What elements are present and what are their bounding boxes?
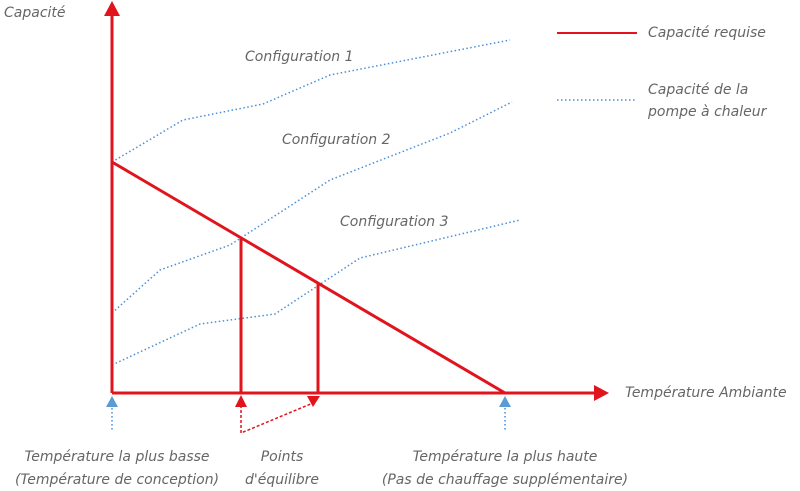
balance-pointer — [240, 402, 314, 435]
curve-3 — [111, 219, 521, 366]
marker-label: d'équilibre — [245, 472, 319, 488]
x-axis-label: Température Ambiante — [625, 385, 787, 401]
marker-label: Température la plus basse — [24, 449, 209, 465]
marker-down — [307, 396, 320, 407]
curve-label: Configuration 1 — [245, 49, 354, 65]
marker-label: Points — [261, 449, 304, 465]
marker-low — [106, 396, 118, 407]
x-axis-arrow — [594, 385, 609, 401]
marker-label: Température la plus haute — [413, 449, 598, 465]
marker-label: (Température de conception) — [15, 472, 219, 488]
y-axis-label: Capacité — [4, 5, 66, 21]
marker-label: (Pas de chauffage supplémentaire) — [382, 472, 628, 488]
legend-label: Capacité de la — [648, 82, 748, 98]
curve-label: Configuration 3 — [340, 214, 449, 230]
curve-label: Configuration 2 — [282, 132, 391, 148]
y-axis-arrow — [104, 1, 120, 16]
marker-up — [235, 395, 247, 407]
legend-label: pompe à chaleur — [647, 104, 768, 120]
marker-high — [499, 396, 511, 407]
legend-label: Capacité requise — [648, 25, 766, 41]
required-capacity-line — [111, 160, 506, 395]
curve-1 — [111, 39, 511, 163]
